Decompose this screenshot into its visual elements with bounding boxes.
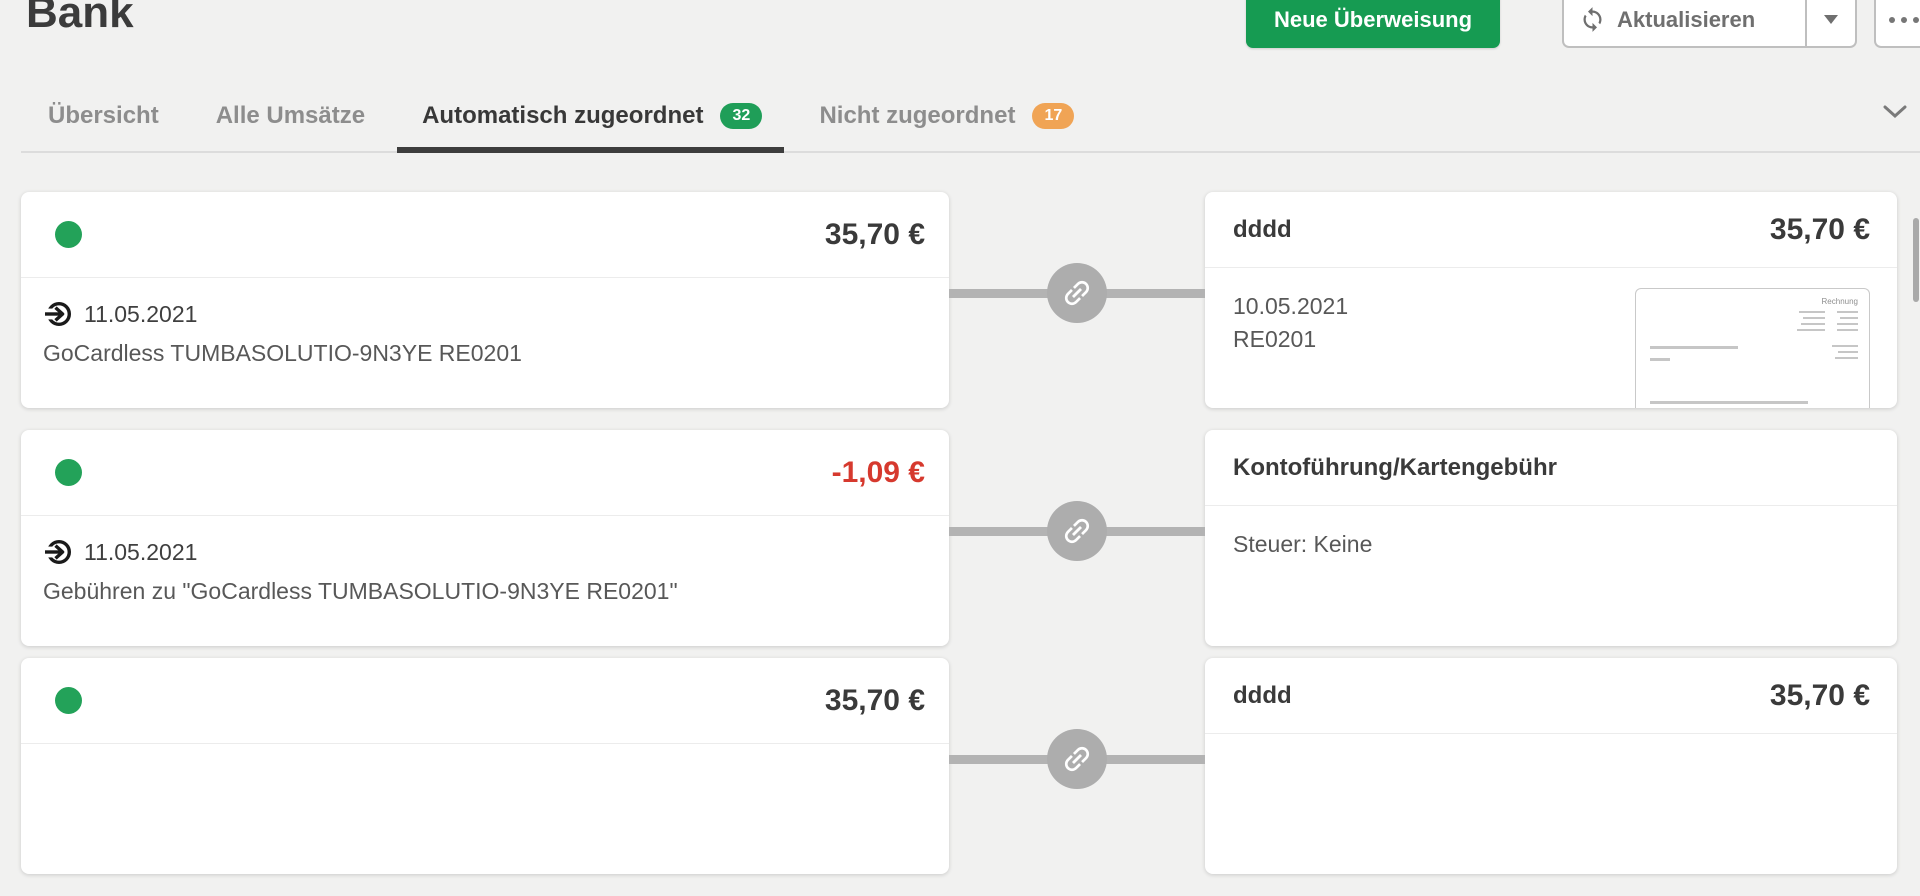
tab-alle-umsaetze[interactable]: Alle Umsätze — [215, 102, 366, 129]
button-divider — [1805, 0, 1807, 46]
bank-transaction-card[interactable]: 35,70 € — [21, 658, 949, 874]
new-transfer-button[interactable]: Neue Überweisung — [1246, 0, 1500, 48]
transaction-description: Gebühren zu "GoCardless TUMBASOLUTIO-9N3… — [43, 578, 678, 604]
transaction-amount: 35,70 € — [824, 217, 925, 251]
matched-document-card[interactable]: dddd 35,70 € — [1205, 658, 1897, 874]
document-title: dddd — [1233, 215, 1292, 243]
transaction-row: 35,70 € 11.05.2021 GoCardless TUMBASOLUT… — [21, 192, 1897, 408]
transaction-amount: -1,09 € — [831, 455, 925, 489]
more-icon — [1889, 16, 1895, 23]
link-connector — [949, 658, 1205, 874]
link-icon[interactable] — [1047, 263, 1107, 323]
page-title: Bank — [26, 0, 134, 37]
invoice-thumbnail[interactable]: Rechnung — [1635, 288, 1870, 408]
bank-transaction-card[interactable]: -1,09 € 11.05.2021 Gebühren zu "GoCardle… — [21, 430, 949, 646]
status-dot-icon — [55, 221, 82, 248]
tabs-divider — [21, 151, 1920, 153]
document-amount: 35,70 € — [1769, 678, 1870, 712]
chevron-down-icon[interactable] — [1882, 103, 1908, 126]
transaction-date: 11.05.2021 — [84, 538, 198, 565]
transaction-row: 35,70 € dddd 35,70 € — [21, 658, 1897, 874]
category-title: Kontoführung/Kartengebühr — [1233, 453, 1557, 481]
link-connector — [949, 192, 1205, 408]
document-title: dddd — [1233, 681, 1292, 709]
tab-automatisch-zugeordnet[interactable]: Automatisch zugeordnet 32 — [397, 88, 785, 153]
more-actions-button[interactable] — [1874, 0, 1920, 48]
count-badge-orange: 17 — [1032, 103, 1075, 129]
transaction-description: GoCardless TUMBASOLUTIO-9N3YE RE0201 — [43, 340, 522, 366]
transaction-date: 11.05.2021 — [84, 300, 198, 327]
refresh-icon — [1579, 6, 1606, 33]
category-tax-info: Steuer: Keine — [1233, 531, 1373, 557]
tab-nicht-zugeordnet[interactable]: Nicht zugeordnet 17 — [819, 88, 1075, 144]
refresh-button[interactable]: Aktualisieren — [1564, 0, 1805, 46]
scrollbar-thumb[interactable] — [1913, 218, 1919, 302]
document-date: 10.05.2021 — [1233, 293, 1349, 319]
invoice-thumbnail-heading: Rechnung — [1821, 297, 1858, 306]
count-badge-green: 32 — [720, 103, 763, 129]
link-icon[interactable] — [1047, 729, 1107, 789]
tab-bar: Übersicht Alle Umsätze Automatisch zugeo… — [48, 88, 1075, 153]
caret-down-icon — [1824, 15, 1838, 24]
matched-category-card[interactable]: Kontoführung/Kartengebühr Steuer: Keine — [1205, 430, 1897, 646]
refresh-label: Aktualisieren — [1617, 6, 1756, 32]
transaction-row: -1,09 € 11.05.2021 Gebühren zu "GoCardle… — [21, 430, 1897, 646]
incoming-transaction-icon — [43, 537, 73, 567]
link-icon[interactable] — [1047, 501, 1107, 561]
link-connector — [949, 430, 1205, 646]
tab-uebersicht[interactable]: Übersicht — [48, 102, 159, 129]
matched-document-card[interactable]: dddd 35,70 € 10.05.2021 RE0201 Rechnung — [1205, 192, 1897, 408]
refresh-split-button[interactable]: Aktualisieren — [1562, 0, 1857, 48]
document-reference: RE0201 — [1233, 326, 1317, 352]
incoming-transaction-icon — [43, 299, 73, 329]
transaction-amount: 35,70 € — [824, 683, 925, 717]
status-dot-icon — [55, 459, 82, 486]
status-dot-icon — [55, 687, 82, 714]
transaction-list: 35,70 € 11.05.2021 GoCardless TUMBASOLUT… — [21, 192, 1897, 896]
new-transfer-label: Neue Überweisung — [1273, 6, 1473, 32]
refresh-dropdown-button[interactable] — [1807, 0, 1855, 46]
document-amount: 35,70 € — [1769, 212, 1870, 246]
bank-transaction-card[interactable]: 35,70 € 11.05.2021 GoCardless TUMBASOLUT… — [21, 192, 949, 408]
